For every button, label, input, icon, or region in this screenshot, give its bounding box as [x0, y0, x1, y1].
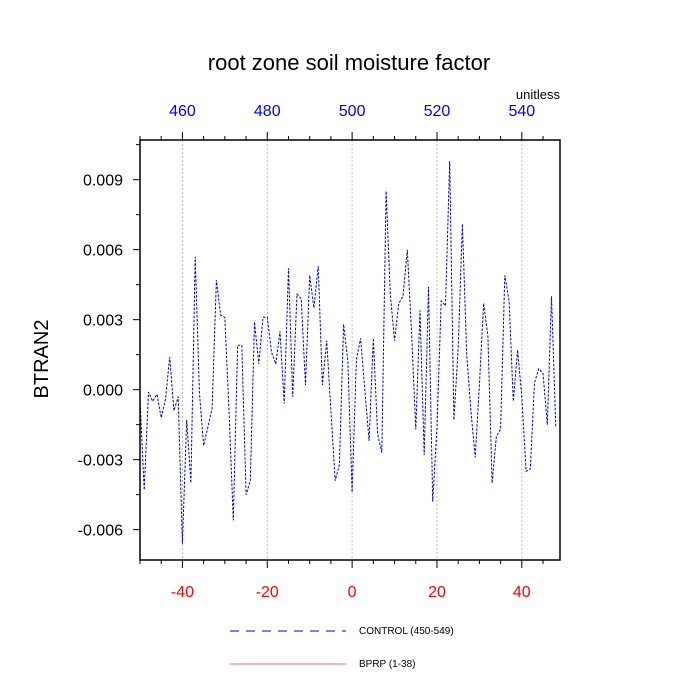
- legend-label-control: CONTROL (450-549): [359, 626, 454, 637]
- x-top-tick-label-1: 480: [254, 103, 281, 120]
- series-line-0: [139, 160, 557, 544]
- axis-tick-labels: 0.009 0.006 0.003 0.000 -0.003 -0.006 -40 -20 0 2…: [78, 103, 536, 601]
- x-top-tick-label-4: 540: [508, 103, 535, 120]
- y-tick-label-3: 0.000: [83, 383, 123, 400]
- y-tick-label-2: 0.003: [83, 313, 123, 330]
- legend: CONTROL (450-549) BPRP (1-38): [230, 626, 454, 670]
- y-tick-label-4: -0.003: [78, 453, 123, 470]
- x-top-tick-label-2: 500: [339, 103, 366, 120]
- x-top-tick-label-3: 520: [424, 103, 451, 120]
- chart-title: root zone soil moisture factor: [208, 50, 490, 75]
- y-tick-label-5: -0.006: [78, 523, 123, 540]
- x-bottom-tick-label-1: -20: [256, 584, 279, 601]
- x-bottom-tick-label-2: 0: [348, 584, 357, 601]
- x-bottom-tick-label-0: -40: [171, 584, 194, 601]
- legend-label-bprp: BPRP (1-38): [359, 659, 416, 670]
- x-top-tick-label-0: 460: [169, 103, 196, 120]
- x-bottom-tick-label-3: 20: [428, 584, 446, 601]
- units-label: unitless: [516, 87, 561, 102]
- y-tick-label-0: 0.009: [83, 173, 123, 190]
- y-tick-label-1: 0.006: [83, 243, 123, 260]
- grid-lines: [182, 140, 523, 560]
- plot-frame: [139, 139, 561, 561]
- series-layer: [139, 160, 557, 544]
- y-axis-label: BTRAN2: [31, 320, 53, 399]
- axis-ticks: [133, 132, 544, 568]
- x-bottom-tick-label-4: 40: [513, 584, 531, 601]
